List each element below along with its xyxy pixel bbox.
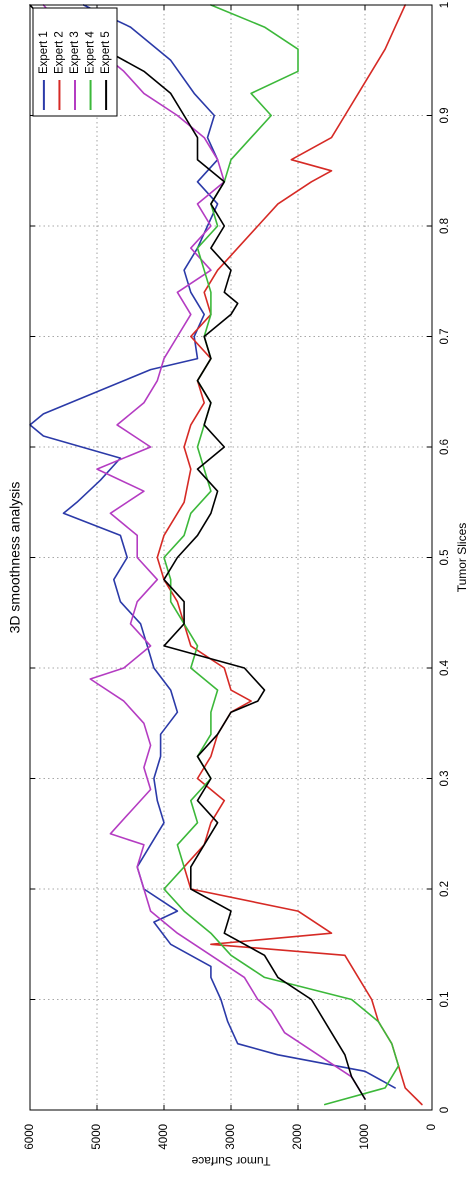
x-tick-label: 0.6 (439, 439, 451, 455)
legend-label: Expert 4 (85, 31, 97, 74)
series-line-expert-5 (29, 4, 366, 1100)
plot-area (30, 5, 432, 1110)
y-tick-label: 3000 (225, 1124, 237, 1150)
y-axis-title: Tumor Surface (191, 1154, 270, 1168)
x-tick-label: 0.7 (439, 329, 451, 345)
x-tick-label: 0.5 (439, 550, 451, 566)
x-axis-title: Tumor Slices (455, 523, 469, 593)
x-tick-label: 0.8 (439, 218, 451, 234)
x-tick-label: 0.9 (439, 108, 451, 124)
y-tick-label: 1000 (359, 1124, 371, 1150)
legend-label: Expert 1 (38, 31, 50, 74)
y-tick-label: 2000 (292, 1124, 304, 1150)
y-tick-label: 0 (426, 1124, 438, 1130)
y-tick-label: 4000 (158, 1124, 170, 1150)
chart-title: 3D smoothness analysis (7, 482, 23, 634)
legend-label: Expert 5 (100, 31, 112, 74)
x-tick-label: 0.4 (439, 659, 451, 676)
x-tick-label: 0.2 (439, 881, 451, 897)
legend: Expert 1 Expert 2 Expert 3 Expert 4 Expert 5 (32, 7, 118, 117)
series-line-expert-3 (42, 4, 366, 1100)
y-tick-label: 5000 (91, 1124, 103, 1150)
x-tick-label: 0.3 (439, 771, 451, 787)
legend-label: Expert 3 (69, 31, 81, 74)
x-tick-label: 0.1 (439, 992, 451, 1008)
x-tick-label: 1 (439, 2, 451, 8)
x-tick-label: 0 (439, 1107, 451, 1113)
series-line-expert-1 (29, 4, 396, 1089)
legend-label: Expert 2 (53, 31, 65, 74)
y-tick-label: 6000 (24, 1124, 36, 1150)
